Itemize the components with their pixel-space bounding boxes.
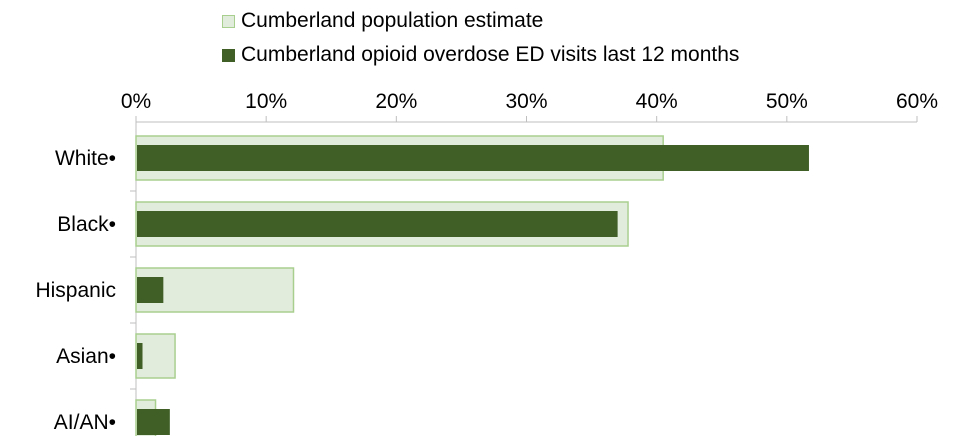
chart-legend: Cumberland population estimate Cumberlan… [222,4,739,72]
x-tick-label: 0% [121,90,151,113]
x-tick-label: 10% [245,90,287,113]
x-tick-label: 30% [505,90,547,113]
bar-ed-visits [137,211,618,237]
bar-ed-visits [137,409,170,435]
bar-ed-visits [137,343,143,369]
bar-ed-visits [137,145,809,171]
x-tick-label: 20% [375,90,417,113]
category-label: Asian• [56,345,116,368]
legend-item-population: Cumberland population estimate [222,4,739,38]
category-label: Hispanic [35,279,116,302]
legend-item-ed-visits: Cumberland opioid overdose ED visits las… [222,38,739,72]
bar-ed-visits [137,277,164,303]
legend-swatch-population [222,14,235,28]
x-tick-label: 50% [766,90,808,113]
legend-swatch-ed-visits [222,48,235,62]
category-label: White• [55,147,116,170]
x-tick-label: 60% [896,90,938,113]
x-tick-label: 40% [636,90,678,113]
legend-label-ed-visits: Cumberland opioid overdose ED visits las… [241,43,740,66]
category-label: AI/AN• [54,411,116,434]
legend-label-population: Cumberland population estimate [241,9,544,32]
category-label: Black• [57,213,116,236]
